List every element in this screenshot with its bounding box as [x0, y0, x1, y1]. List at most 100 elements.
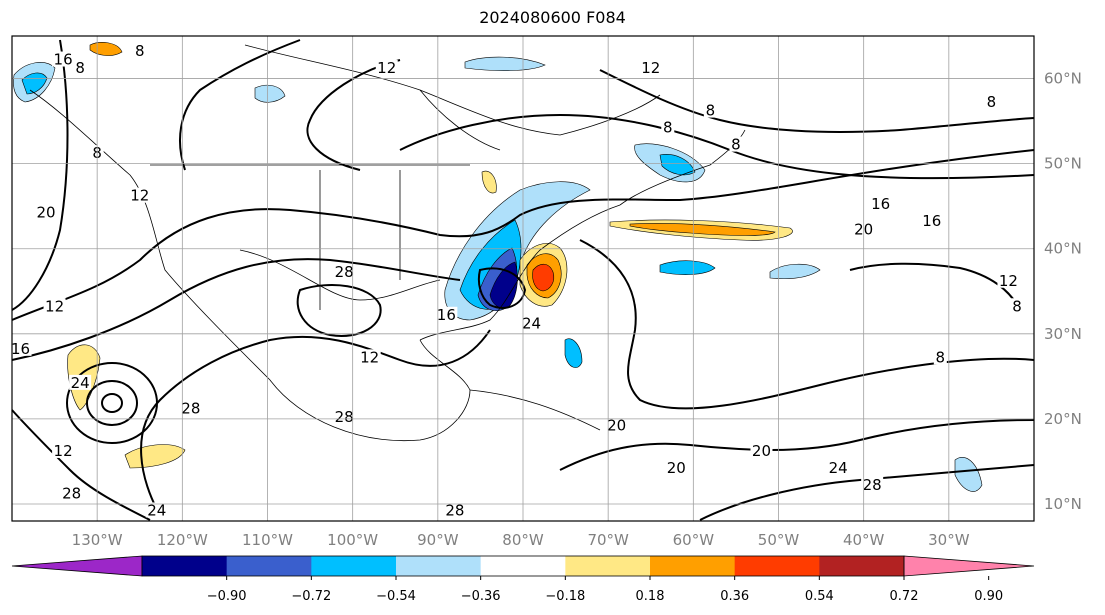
colorbar-tick-label: −0.72 [291, 589, 331, 604]
longitude-label: 120°W [157, 531, 208, 549]
contour-label: 28 [335, 408, 354, 426]
contour-label: 20 [752, 442, 771, 460]
contour-label: 28 [335, 263, 354, 281]
contour-label-background [827, 459, 850, 475]
contour-label-background [605, 417, 628, 433]
contour-label: 16 [871, 195, 890, 213]
contour-label-background [375, 60, 398, 76]
contour-label-background [661, 119, 675, 135]
contour-label: 12 [54, 442, 73, 460]
positive-anomaly-region [629, 223, 776, 236]
contour-label-background [1010, 298, 1024, 314]
contour-label: 28 [62, 484, 81, 502]
longitude-label: 40°W [843, 531, 885, 549]
contour-label-background [703, 102, 717, 118]
contour-label: 16 [11, 340, 30, 358]
contour-label: 8 [663, 119, 673, 137]
contour-label-background [750, 442, 773, 458]
contour-label: 8 [1012, 297, 1022, 315]
contour-label-background [145, 502, 168, 518]
contour-label-background [639, 60, 662, 76]
contour-label: 12 [360, 348, 379, 366]
contour-label-background [984, 94, 998, 110]
colorbar-tick-label: −0.36 [461, 589, 501, 604]
colorbar-segment [734, 556, 820, 576]
contour-label: 24 [829, 459, 848, 477]
map-frame [11, 35, 1035, 522]
contour-label: 12 [641, 59, 660, 77]
colorbar-tick-label: −0.90 [207, 589, 247, 604]
latitude-labels: 60°N 50°N 40°N 30°N 20°N 10°N [1044, 70, 1082, 513]
contour-label-background [60, 485, 83, 501]
contour-label: 8 [75, 59, 85, 77]
latitude-label: 20°N [1044, 410, 1082, 428]
longitude-label: 90°W [417, 531, 459, 549]
contour-label: 8 [706, 102, 716, 120]
colorbar-frame [141, 555, 905, 577]
latitude-label: 50°N [1044, 155, 1082, 173]
contour-label: 12 [377, 59, 396, 77]
map-title: 2024080600 F084 [479, 8, 626, 27]
contour-label-background [52, 442, 75, 458]
contour-label-background [73, 60, 87, 76]
colorbar-tick-label: 0.18 [636, 589, 665, 604]
contour-label: 8 [987, 93, 997, 111]
positive-anomaly-region [532, 263, 555, 292]
contour-label-background [435, 306, 458, 322]
colorbar-tick-label: 0.36 [720, 589, 749, 604]
colorbar-segment [480, 556, 566, 576]
longitude-label: 110°W [242, 531, 293, 549]
contour-label-background [69, 374, 92, 390]
colorbar-segment [819, 556, 905, 576]
positive-anomaly-region [89, 42, 123, 56]
longitude-label: 50°W [758, 531, 800, 549]
colorbar-tick-label: 0.54 [805, 589, 834, 604]
contour-label-background [443, 502, 466, 518]
contour-label: 28 [181, 399, 200, 417]
negative-anomaly-region [659, 154, 696, 176]
contour-label: 28 [863, 476, 882, 494]
contour-label: 12 [130, 187, 149, 205]
contour-label-background [997, 272, 1020, 288]
longitude-label: 70°W [587, 531, 629, 549]
contour-label: 20 [37, 204, 56, 222]
longitude-label: 130°W [72, 531, 123, 549]
longitude-label: 60°W [673, 531, 715, 549]
contour-label-background [133, 43, 147, 59]
negative-anomaly-region [954, 456, 983, 492]
contour-label-background [869, 196, 892, 212]
colorbar-tick-label: −0.18 [545, 589, 585, 604]
contour-label-background [933, 349, 947, 365]
negative-anomaly-region [769, 263, 821, 280]
contour-label: 24 [522, 314, 541, 332]
colorbar-segment [311, 556, 397, 576]
contour-label-background [520, 315, 543, 331]
negative-anomaly-region [254, 84, 286, 103]
colorbar-segment [565, 556, 651, 576]
longitude-label: 80°W [502, 531, 544, 549]
negative-anomaly-region [464, 56, 546, 71]
contour-label-background [52, 51, 75, 67]
contour-label-background [179, 400, 202, 416]
contour-label-background [43, 298, 66, 314]
colorbar-tick-label: 0.90 [974, 589, 1003, 604]
contour-label: 20 [667, 459, 686, 477]
latitude-label: 30°N [1044, 325, 1082, 343]
colorbar [11, 555, 1035, 577]
colorbar-segment [650, 556, 736, 576]
contour-label: 16 [437, 306, 456, 324]
contour-label: 24 [147, 501, 166, 519]
latitude-label: 60°N [1044, 70, 1082, 88]
contour-label-background [861, 476, 884, 492]
contour-label: 12 [45, 297, 64, 315]
contour-label: 8 [731, 136, 741, 154]
negative-anomaly-region [659, 260, 716, 275]
contour-label-background [358, 349, 381, 365]
lat-lon-grid [12, 36, 1034, 521]
contour-label: 24 [71, 374, 90, 392]
contour-label-background [333, 264, 356, 280]
contour-label-background [729, 136, 743, 152]
